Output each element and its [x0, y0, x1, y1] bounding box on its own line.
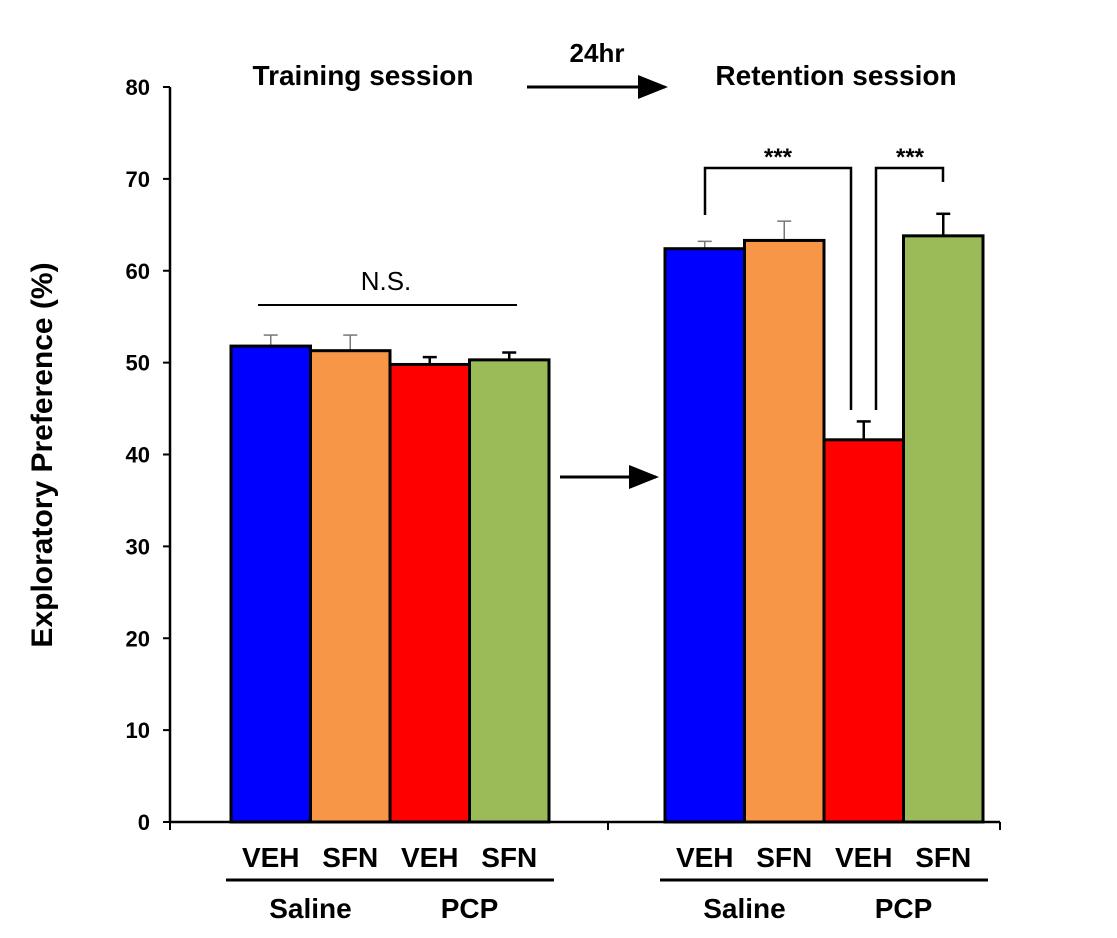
bar-training-sfn	[309, 349, 392, 824]
bars: VEH SFN VEH SFN Saline PCP VEH SFN VEH SFN Saline P…	[226, 212, 988, 924]
bar-training-sfn	[468, 358, 551, 824]
y-tick-label: 10	[126, 718, 150, 743]
group-label: Saline	[269, 893, 351, 924]
x-tick-label: VEH	[401, 842, 459, 873]
bar-retention-sfn	[743, 238, 826, 824]
bar-retention-veh	[663, 247, 746, 824]
y-tick-label: 30	[126, 534, 150, 559]
significance-bracket-1	[703, 166, 853, 410]
x-tick-label: VEH	[242, 842, 300, 873]
significance-label-2: ***	[896, 144, 925, 171]
y-tick-label: 0	[138, 810, 150, 835]
group-label: Saline	[703, 893, 785, 924]
x-tick-label: SFN	[322, 842, 378, 873]
bar-training-veh	[388, 362, 471, 824]
x-tick-label: SFN	[481, 842, 537, 873]
significance-label-1: ***	[764, 144, 793, 171]
y-tick-label: 80	[126, 75, 150, 100]
significance-bracket-2	[874, 166, 945, 410]
bar-retention-sfn	[902, 234, 985, 824]
x-tick-label: VEH	[835, 842, 893, 873]
bar-retention-veh	[822, 438, 905, 824]
y-tick-label: 50	[126, 351, 150, 376]
ns-label: N.S.	[361, 266, 412, 296]
x-tick-label: SFN	[756, 842, 812, 873]
panel-title-training: Training session	[253, 60, 474, 91]
group-label: PCP	[441, 893, 499, 924]
group-label: PCP	[875, 893, 933, 924]
y-tick-label: 70	[126, 167, 150, 192]
interval-label: 24hr	[570, 38, 625, 68]
y-axis-label: Exploratory Preference (%)	[26, 262, 59, 647]
panel-title-retention: Retention session	[715, 60, 956, 91]
y-tick-label: 20	[126, 626, 150, 651]
x-tick-label: SFN	[915, 842, 971, 873]
y-tick-label: 40	[126, 443, 150, 468]
y-tick-label: 60	[126, 259, 150, 284]
bar-training-veh	[229, 344, 312, 824]
x-tick-label: VEH	[676, 842, 734, 873]
